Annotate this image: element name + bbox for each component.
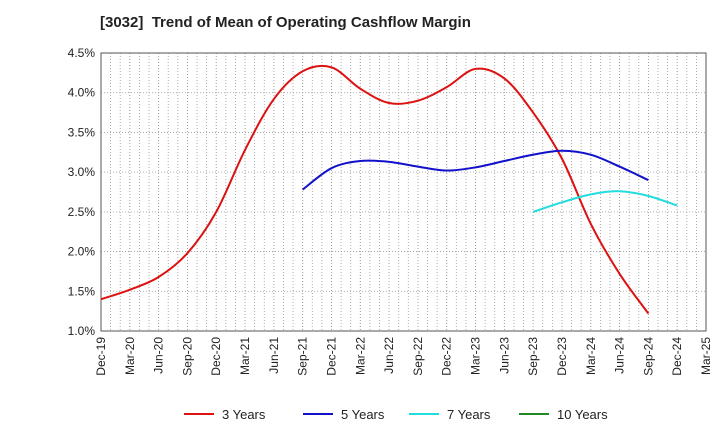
y-tick-label: 2.5% [68, 205, 96, 219]
x-tick-label: Jun-23 [497, 337, 511, 374]
legend-label-10-years: 10 Years [557, 407, 608, 422]
x-tick-label: Sep-24 [641, 337, 655, 376]
x-tick-label: Dec-24 [670, 337, 684, 376]
y-tick-label: 2.0% [68, 245, 96, 259]
x-tick-label: Mar-25 [699, 337, 713, 375]
y-tick-label: 3.0% [68, 165, 96, 179]
x-tick-label: Sep-23 [526, 337, 540, 376]
x-tick-label: Dec-20 [209, 337, 223, 376]
plot-frame [100, 52, 707, 332]
x-tick-label: Dec-21 [324, 337, 338, 376]
x-tick-label: Mar-22 [353, 337, 367, 375]
x-tick-label: Mar-21 [238, 337, 252, 375]
x-tick-label: Mar-24 [584, 337, 598, 375]
series-line-5-years [302, 149, 649, 191]
x-tick-label: Dec-23 [555, 337, 569, 376]
y-tick-label: 1.5% [68, 284, 96, 298]
chart-title: [3032] Trend of Mean of Operating Cashfl… [100, 14, 471, 31]
y-tick-label: 3.5% [68, 125, 96, 139]
x-tick-label: Sep-22 [411, 337, 425, 376]
x-tick-label: Jun-22 [382, 337, 396, 374]
x-tick-label: Sep-20 [180, 337, 194, 376]
x-tick-label: Jun-20 [152, 337, 166, 374]
y-tick-label: 4.0% [68, 86, 96, 100]
x-tick-label: Dec-22 [440, 337, 454, 376]
x-tick-label: Sep-21 [296, 337, 310, 376]
x-tick-label: Jun-24 [613, 337, 627, 374]
y-tick-label: 4.5% [68, 46, 96, 60]
x-tick-label: Mar-23 [469, 337, 483, 375]
legend-label-3-years: 3 Years [222, 407, 266, 422]
x-tick-label: Mar-20 [123, 337, 137, 375]
x-tick-label: Jun-21 [267, 337, 281, 374]
legend-label-5-years: 5 Years [341, 407, 385, 422]
legend-label-7-years: 7 Years [447, 407, 491, 422]
y-tick-label: 1.0% [68, 324, 96, 338]
series-line-3-years [100, 64, 650, 315]
series-line-7-years [532, 190, 678, 213]
x-tick-label: Dec-19 [94, 337, 108, 376]
